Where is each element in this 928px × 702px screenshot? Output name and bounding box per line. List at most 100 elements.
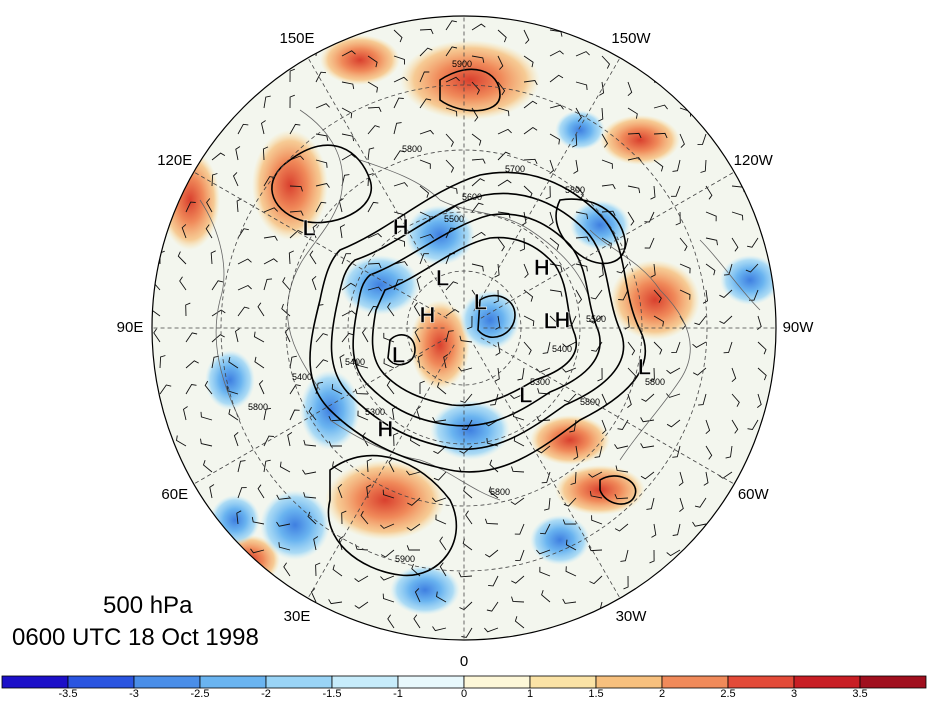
wind-barb xyxy=(445,227,456,239)
wind-barb xyxy=(497,179,512,187)
wind-barb xyxy=(539,566,551,577)
wind-barb xyxy=(311,275,317,291)
wind-barb xyxy=(497,81,506,96)
wind-barb xyxy=(495,315,501,330)
wind-barb xyxy=(315,562,321,577)
longitude-label: 150W xyxy=(611,29,651,47)
wind-barb xyxy=(185,302,191,317)
wind-barb xyxy=(627,393,632,408)
wind-barb xyxy=(310,588,317,603)
wind-barb xyxy=(666,393,681,398)
wind-barb xyxy=(366,458,372,473)
wind-barb xyxy=(536,367,551,373)
colorbar-label: -3 xyxy=(129,688,139,700)
wind-barb xyxy=(263,207,279,213)
negative-anomaly xyxy=(555,110,605,150)
wind-barb xyxy=(260,120,266,135)
wind-barb xyxy=(341,332,354,343)
wind-barb xyxy=(341,153,356,161)
wind-barb xyxy=(549,315,559,329)
wind-barb xyxy=(471,231,486,239)
wind-barb xyxy=(435,514,447,525)
colorbar-segment xyxy=(595,675,663,689)
wind-barb xyxy=(445,107,458,117)
longitude-label: 120E xyxy=(157,152,193,169)
wind-barb xyxy=(289,409,300,421)
wind-barb xyxy=(484,549,499,558)
wind-barb xyxy=(419,47,433,57)
wind-barb xyxy=(382,489,395,499)
wind-barb xyxy=(511,575,525,584)
colorbar-label: -3.5 xyxy=(58,688,78,700)
wind-barb xyxy=(549,289,563,297)
wind-barb xyxy=(283,562,291,577)
wind-barb xyxy=(562,598,577,604)
colorbar-label: -2 xyxy=(261,688,271,700)
wind-barb xyxy=(588,545,603,552)
wind-barb xyxy=(419,233,434,239)
wind-barb xyxy=(367,81,378,93)
wind-barb xyxy=(627,81,633,97)
wind-barb xyxy=(200,411,213,421)
wind-barb xyxy=(234,328,240,343)
wind-barb xyxy=(747,419,759,430)
wind-barb xyxy=(152,304,161,317)
wind-barb xyxy=(406,523,421,531)
wind-barb xyxy=(575,289,583,304)
wind-barb xyxy=(284,328,291,343)
wind-barb xyxy=(263,235,278,241)
wind-barb xyxy=(393,432,399,447)
wind-barb xyxy=(419,28,434,35)
low-pressure-center: L xyxy=(436,266,449,291)
wind-barb xyxy=(646,497,655,510)
wind-barb xyxy=(486,601,499,612)
wind-barb xyxy=(495,341,501,356)
wind-barb xyxy=(723,341,733,354)
wind-barb xyxy=(601,419,607,435)
wind-barb xyxy=(698,393,707,406)
wind-barb xyxy=(458,366,473,372)
wind-barb xyxy=(471,178,485,187)
wind-barb xyxy=(757,341,767,355)
wind-barb xyxy=(367,55,378,68)
wind-barb xyxy=(211,309,226,317)
wind-barb xyxy=(236,510,242,525)
wind-barb xyxy=(694,315,707,326)
contour-label: 5600 xyxy=(462,192,482,202)
colorbar-segment xyxy=(67,675,135,689)
wind-barb xyxy=(575,51,590,57)
contour-labels: 5900 5800 5700 5800 5600 5500 5400 5400 5300 5800… xyxy=(248,59,665,564)
contour-label: 5800 xyxy=(580,397,600,407)
wind-barb xyxy=(185,360,199,369)
wind-barb xyxy=(723,263,733,276)
wind-barb xyxy=(543,497,551,511)
wind-barb xyxy=(313,536,319,551)
wind-barb xyxy=(719,289,733,298)
wind-barb xyxy=(445,76,460,83)
wind-barb xyxy=(263,278,273,291)
wind-barb xyxy=(237,460,246,473)
title-time: 0600 UTC 18 Oct 1998 xyxy=(12,624,259,651)
wind-barb xyxy=(393,97,404,109)
wind-barb xyxy=(331,383,343,395)
wind-barb xyxy=(419,380,425,394)
wind-barb xyxy=(678,471,684,486)
wind-barb xyxy=(414,328,421,343)
wind-barb xyxy=(278,542,291,551)
wind-barb xyxy=(153,328,161,343)
wind-barb xyxy=(367,232,382,239)
wind-barb xyxy=(575,211,589,220)
wind-barb xyxy=(594,445,603,458)
wind-barb xyxy=(650,263,656,278)
wind-barb xyxy=(497,211,511,219)
wind-barb xyxy=(367,201,379,213)
wind-barb xyxy=(357,410,369,421)
wind-barb xyxy=(387,302,395,317)
positive-anomaly xyxy=(252,130,328,240)
wind-barb xyxy=(211,280,224,291)
colorbar-segment xyxy=(859,675,927,689)
wind-barb xyxy=(523,158,538,164)
wind-barb xyxy=(497,107,510,117)
wind-barb xyxy=(672,159,681,172)
